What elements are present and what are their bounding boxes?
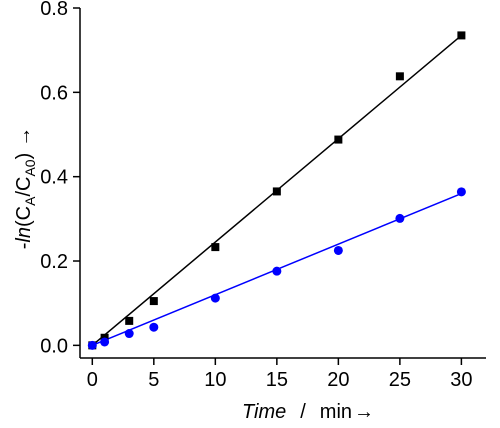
data-points [87, 31, 466, 350]
plot-area: 0 5 10 15 20 25 30 0.0 0.2 0.4 0.6 0.8 [40, 0, 486, 391]
y-axis-ticks: 0.0 0.2 0.4 0.6 0.8 [40, 0, 80, 357]
y-tick-label: 0.6 [40, 82, 68, 104]
data-point-square [211, 243, 220, 252]
y-axis-label-prefix: - [13, 243, 35, 250]
data-point-circle [456, 187, 466, 197]
y-tick-label: 0.8 [40, 0, 68, 20]
x-axis-label-unit: min [320, 401, 352, 423]
y-axis-label-close: ) [13, 153, 35, 160]
x-axis-label-separator: / [300, 401, 306, 423]
y-axis-label-sub2: A0 [22, 159, 38, 176]
data-point-square [125, 316, 134, 325]
x-tick-label: 15 [266, 369, 288, 391]
x-tick-label: 30 [450, 369, 472, 391]
y-tick-label: 0.2 [40, 251, 68, 273]
data-point-circle [395, 213, 405, 223]
x-axis-label: Time / min → [242, 401, 374, 423]
data-point-square [149, 297, 158, 306]
data-point-circle [100, 337, 110, 347]
x-axis-label-main: Time [242, 401, 286, 423]
y-axis-label-mid: /C [13, 177, 35, 197]
y-axis-label-open: (C [13, 206, 35, 227]
y-axis-label: -ln(CA/CA0) → [13, 127, 38, 250]
data-point-square [334, 135, 343, 144]
y-axis-label-fn: ln [13, 227, 35, 243]
data-point-square [457, 31, 466, 40]
data-point-circle [124, 329, 134, 339]
x-axis-ticks: 0 5 10 15 20 25 30 [87, 358, 473, 391]
y-tick-label: 0.4 [40, 167, 68, 189]
x-axis-label-arrow: → [354, 401, 374, 423]
data-point-square [272, 187, 281, 196]
y-axis-label-arrow: → [13, 127, 35, 147]
x-tick-label: 5 [148, 369, 159, 391]
data-point-circle [210, 293, 220, 303]
y-tick-label: 0.0 [40, 335, 68, 357]
x-tick-label: 25 [389, 369, 411, 391]
data-point-square [395, 72, 404, 81]
y-axis-label-sub1: A [22, 196, 38, 206]
x-tick-label: 0 [87, 369, 98, 391]
x-tick-label: 10 [204, 369, 226, 391]
data-point-circle [87, 340, 97, 350]
data-point-circle [149, 322, 159, 332]
data-point-circle [272, 266, 282, 276]
data-point-circle [333, 245, 343, 255]
x-tick-label: 20 [327, 369, 349, 391]
